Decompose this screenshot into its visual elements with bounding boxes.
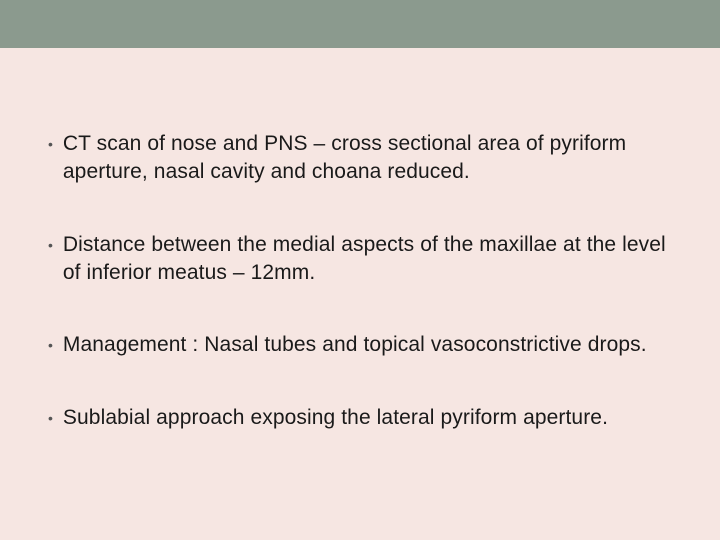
bullet-marker: • [48, 231, 53, 259]
slide-content: • CT scan of nose and PNS – cross sectio… [0, 48, 720, 432]
bullet-marker: • [48, 130, 53, 158]
bullet-marker: • [48, 331, 53, 359]
list-item: • CT scan of nose and PNS – cross sectio… [48, 130, 672, 187]
list-item: • Distance between the medial aspects of… [48, 231, 672, 288]
bullet-text: CT scan of nose and PNS – cross sectiona… [63, 130, 672, 187]
bullet-marker: • [48, 404, 53, 432]
bullet-text: Management : Nasal tubes and topical vas… [63, 331, 647, 359]
bullet-text: Sublabial approach exposing the lateral … [63, 404, 608, 432]
list-item: • Management : Nasal tubes and topical v… [48, 331, 672, 359]
bullet-text: Distance between the medial aspects of t… [63, 231, 672, 288]
slide-top-bar [0, 0, 720, 48]
list-item: • Sublabial approach exposing the latera… [48, 404, 672, 432]
